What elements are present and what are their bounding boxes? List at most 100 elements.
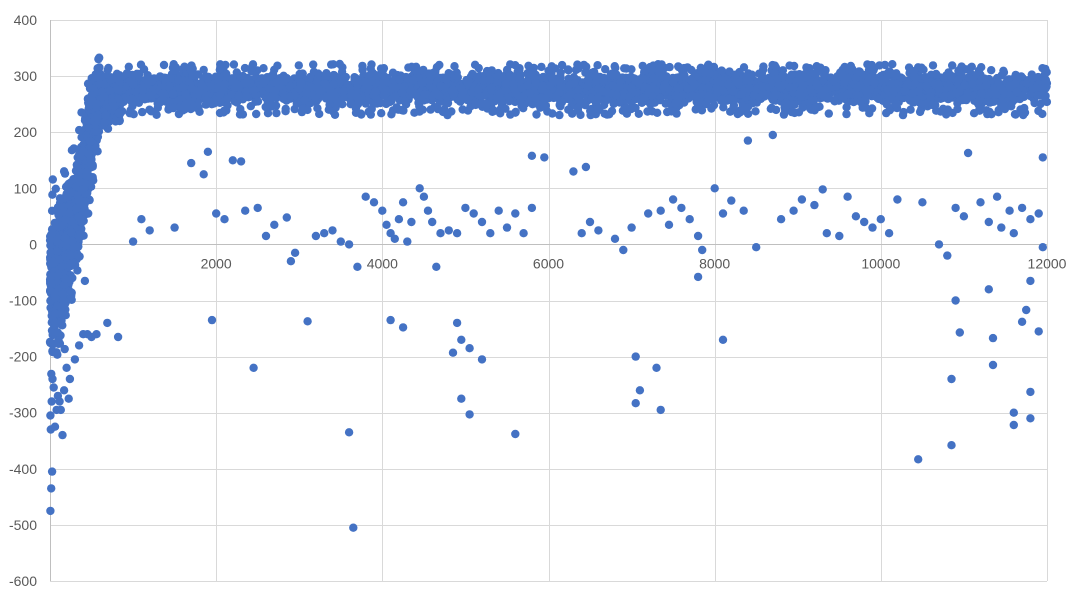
data-point bbox=[591, 77, 600, 87]
data-point bbox=[649, 84, 658, 93]
data-point bbox=[729, 87, 738, 96]
data-point bbox=[573, 103, 583, 113]
data-point bbox=[946, 91, 955, 100]
data-point bbox=[187, 84, 196, 93]
data-point bbox=[709, 62, 719, 72]
data-point bbox=[898, 110, 908, 120]
data-point bbox=[865, 109, 874, 118]
data-point bbox=[842, 109, 851, 119]
data-point bbox=[95, 63, 104, 72]
data-point bbox=[865, 85, 875, 94]
data-point bbox=[855, 67, 865, 77]
data-point bbox=[743, 109, 753, 119]
data-point bbox=[168, 89, 178, 99]
data-point bbox=[398, 88, 407, 98]
data-point bbox=[517, 101, 526, 111]
data-point bbox=[524, 61, 533, 70]
data-point bbox=[218, 85, 228, 95]
data-point bbox=[424, 69, 434, 78]
data-point bbox=[315, 109, 324, 119]
data-point bbox=[583, 75, 593, 85]
data-point bbox=[615, 82, 625, 91]
data-point bbox=[1027, 70, 1037, 79]
data-point bbox=[539, 72, 548, 82]
data-point bbox=[327, 60, 336, 69]
x-tick-label: 4000 bbox=[367, 255, 398, 271]
data-point bbox=[379, 63, 389, 73]
data-point bbox=[397, 105, 406, 115]
data-point bbox=[665, 62, 674, 72]
data-point bbox=[431, 67, 440, 76]
data-point bbox=[773, 74, 782, 83]
data-point bbox=[538, 81, 547, 91]
data-point bbox=[928, 61, 938, 70]
data-point bbox=[259, 63, 268, 73]
data-point bbox=[321, 80, 330, 89]
data-point bbox=[981, 81, 991, 90]
data-point bbox=[240, 63, 250, 73]
data-point bbox=[661, 99, 670, 108]
data-point bbox=[1031, 83, 1041, 92]
data-point bbox=[767, 103, 776, 113]
data-point bbox=[309, 60, 318, 69]
data-point bbox=[564, 105, 573, 114]
data-point bbox=[339, 87, 348, 96]
data-point bbox=[313, 83, 322, 92]
data-point bbox=[531, 78, 540, 88]
data-point bbox=[540, 94, 550, 104]
data-point bbox=[627, 65, 636, 74]
data-point bbox=[229, 77, 238, 87]
data-point bbox=[328, 107, 338, 116]
y-tick-label: -100 bbox=[9, 293, 37, 309]
data-point bbox=[181, 89, 190, 99]
data-point bbox=[395, 75, 404, 84]
data-point bbox=[878, 75, 887, 84]
data-point bbox=[851, 73, 861, 83]
data-point bbox=[815, 102, 824, 111]
data-point bbox=[1034, 106, 1043, 116]
data-point bbox=[442, 99, 451, 108]
data-point bbox=[509, 84, 518, 94]
data-point bbox=[818, 76, 828, 85]
data-point bbox=[485, 75, 494, 84]
data-point bbox=[436, 82, 446, 91]
data-point bbox=[982, 106, 991, 115]
data-point bbox=[770, 61, 779, 70]
data-point bbox=[564, 91, 574, 101]
data-point bbox=[601, 65, 610, 74]
data-point bbox=[782, 98, 791, 107]
data-point bbox=[1039, 84, 1048, 93]
data-point bbox=[927, 100, 937, 109]
data-point bbox=[953, 75, 963, 85]
x-tick-label: 2000 bbox=[201, 255, 232, 271]
data-point bbox=[593, 93, 602, 103]
data-point bbox=[242, 91, 251, 101]
data-point bbox=[235, 110, 245, 119]
data-point bbox=[856, 97, 865, 107]
data-point bbox=[581, 101, 590, 110]
data-point bbox=[61, 182, 71, 191]
data-point bbox=[232, 68, 241, 77]
tick-labels: -600-500-400-300-200-1000100200300400020… bbox=[9, 12, 1067, 589]
data-point bbox=[453, 73, 462, 82]
data-point bbox=[371, 87, 380, 96]
data-point bbox=[234, 91, 243, 101]
data-point bbox=[1000, 104, 1010, 114]
data-point bbox=[719, 103, 728, 112]
data-point bbox=[77, 108, 86, 117]
data-point bbox=[826, 73, 835, 82]
data-point bbox=[294, 61, 303, 70]
data-point bbox=[731, 70, 740, 79]
data-point bbox=[514, 74, 524, 83]
data-point bbox=[785, 83, 795, 92]
data-point bbox=[138, 92, 147, 102]
data-point bbox=[215, 108, 225, 118]
data-point bbox=[259, 78, 268, 88]
data-point bbox=[874, 94, 883, 104]
data-point bbox=[545, 81, 555, 91]
data-point bbox=[306, 83, 316, 92]
data-point bbox=[705, 69, 714, 78]
data-point bbox=[653, 108, 662, 118]
y-tick-label: -500 bbox=[9, 517, 37, 533]
